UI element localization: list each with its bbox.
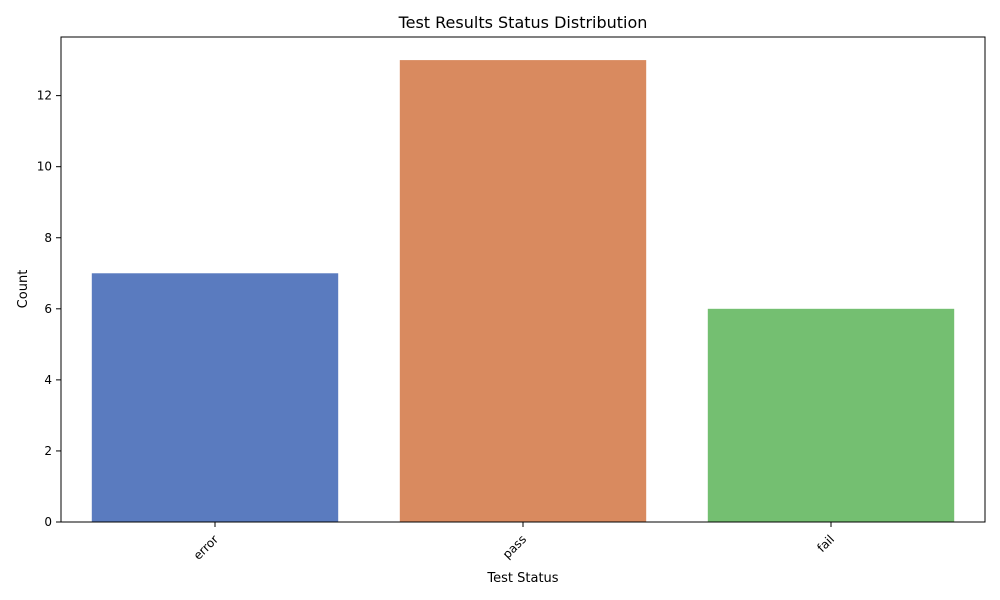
plot-frame — [60, 36, 986, 523]
x-axis-label: Test Status — [486, 571, 558, 586]
y-tick-label: 0 — [44, 515, 52, 529]
x-tick-label: fail — [814, 532, 837, 555]
y-tick-label: 4 — [44, 373, 52, 387]
x-axis: error pass fail — [191, 522, 837, 563]
y-tick-label: 2 — [44, 444, 52, 458]
x-tick-label: pass — [500, 532, 529, 561]
x-tick-label: error — [191, 532, 221, 562]
y-tick-label: 6 — [44, 302, 52, 316]
y-axis-label: Count — [16, 270, 31, 309]
bar-fail — [707, 308, 955, 522]
chart-title: Test Results Status Distribution — [398, 13, 648, 32]
y-tick-label: 12 — [37, 89, 52, 103]
bar-pass — [399, 60, 647, 522]
bar-error — [91, 273, 339, 522]
y-axis: 0 2 4 6 8 10 12 — [37, 89, 61, 529]
y-tick-label: 8 — [44, 231, 52, 245]
y-tick-label: 10 — [37, 160, 52, 174]
bars-group — [91, 60, 955, 522]
